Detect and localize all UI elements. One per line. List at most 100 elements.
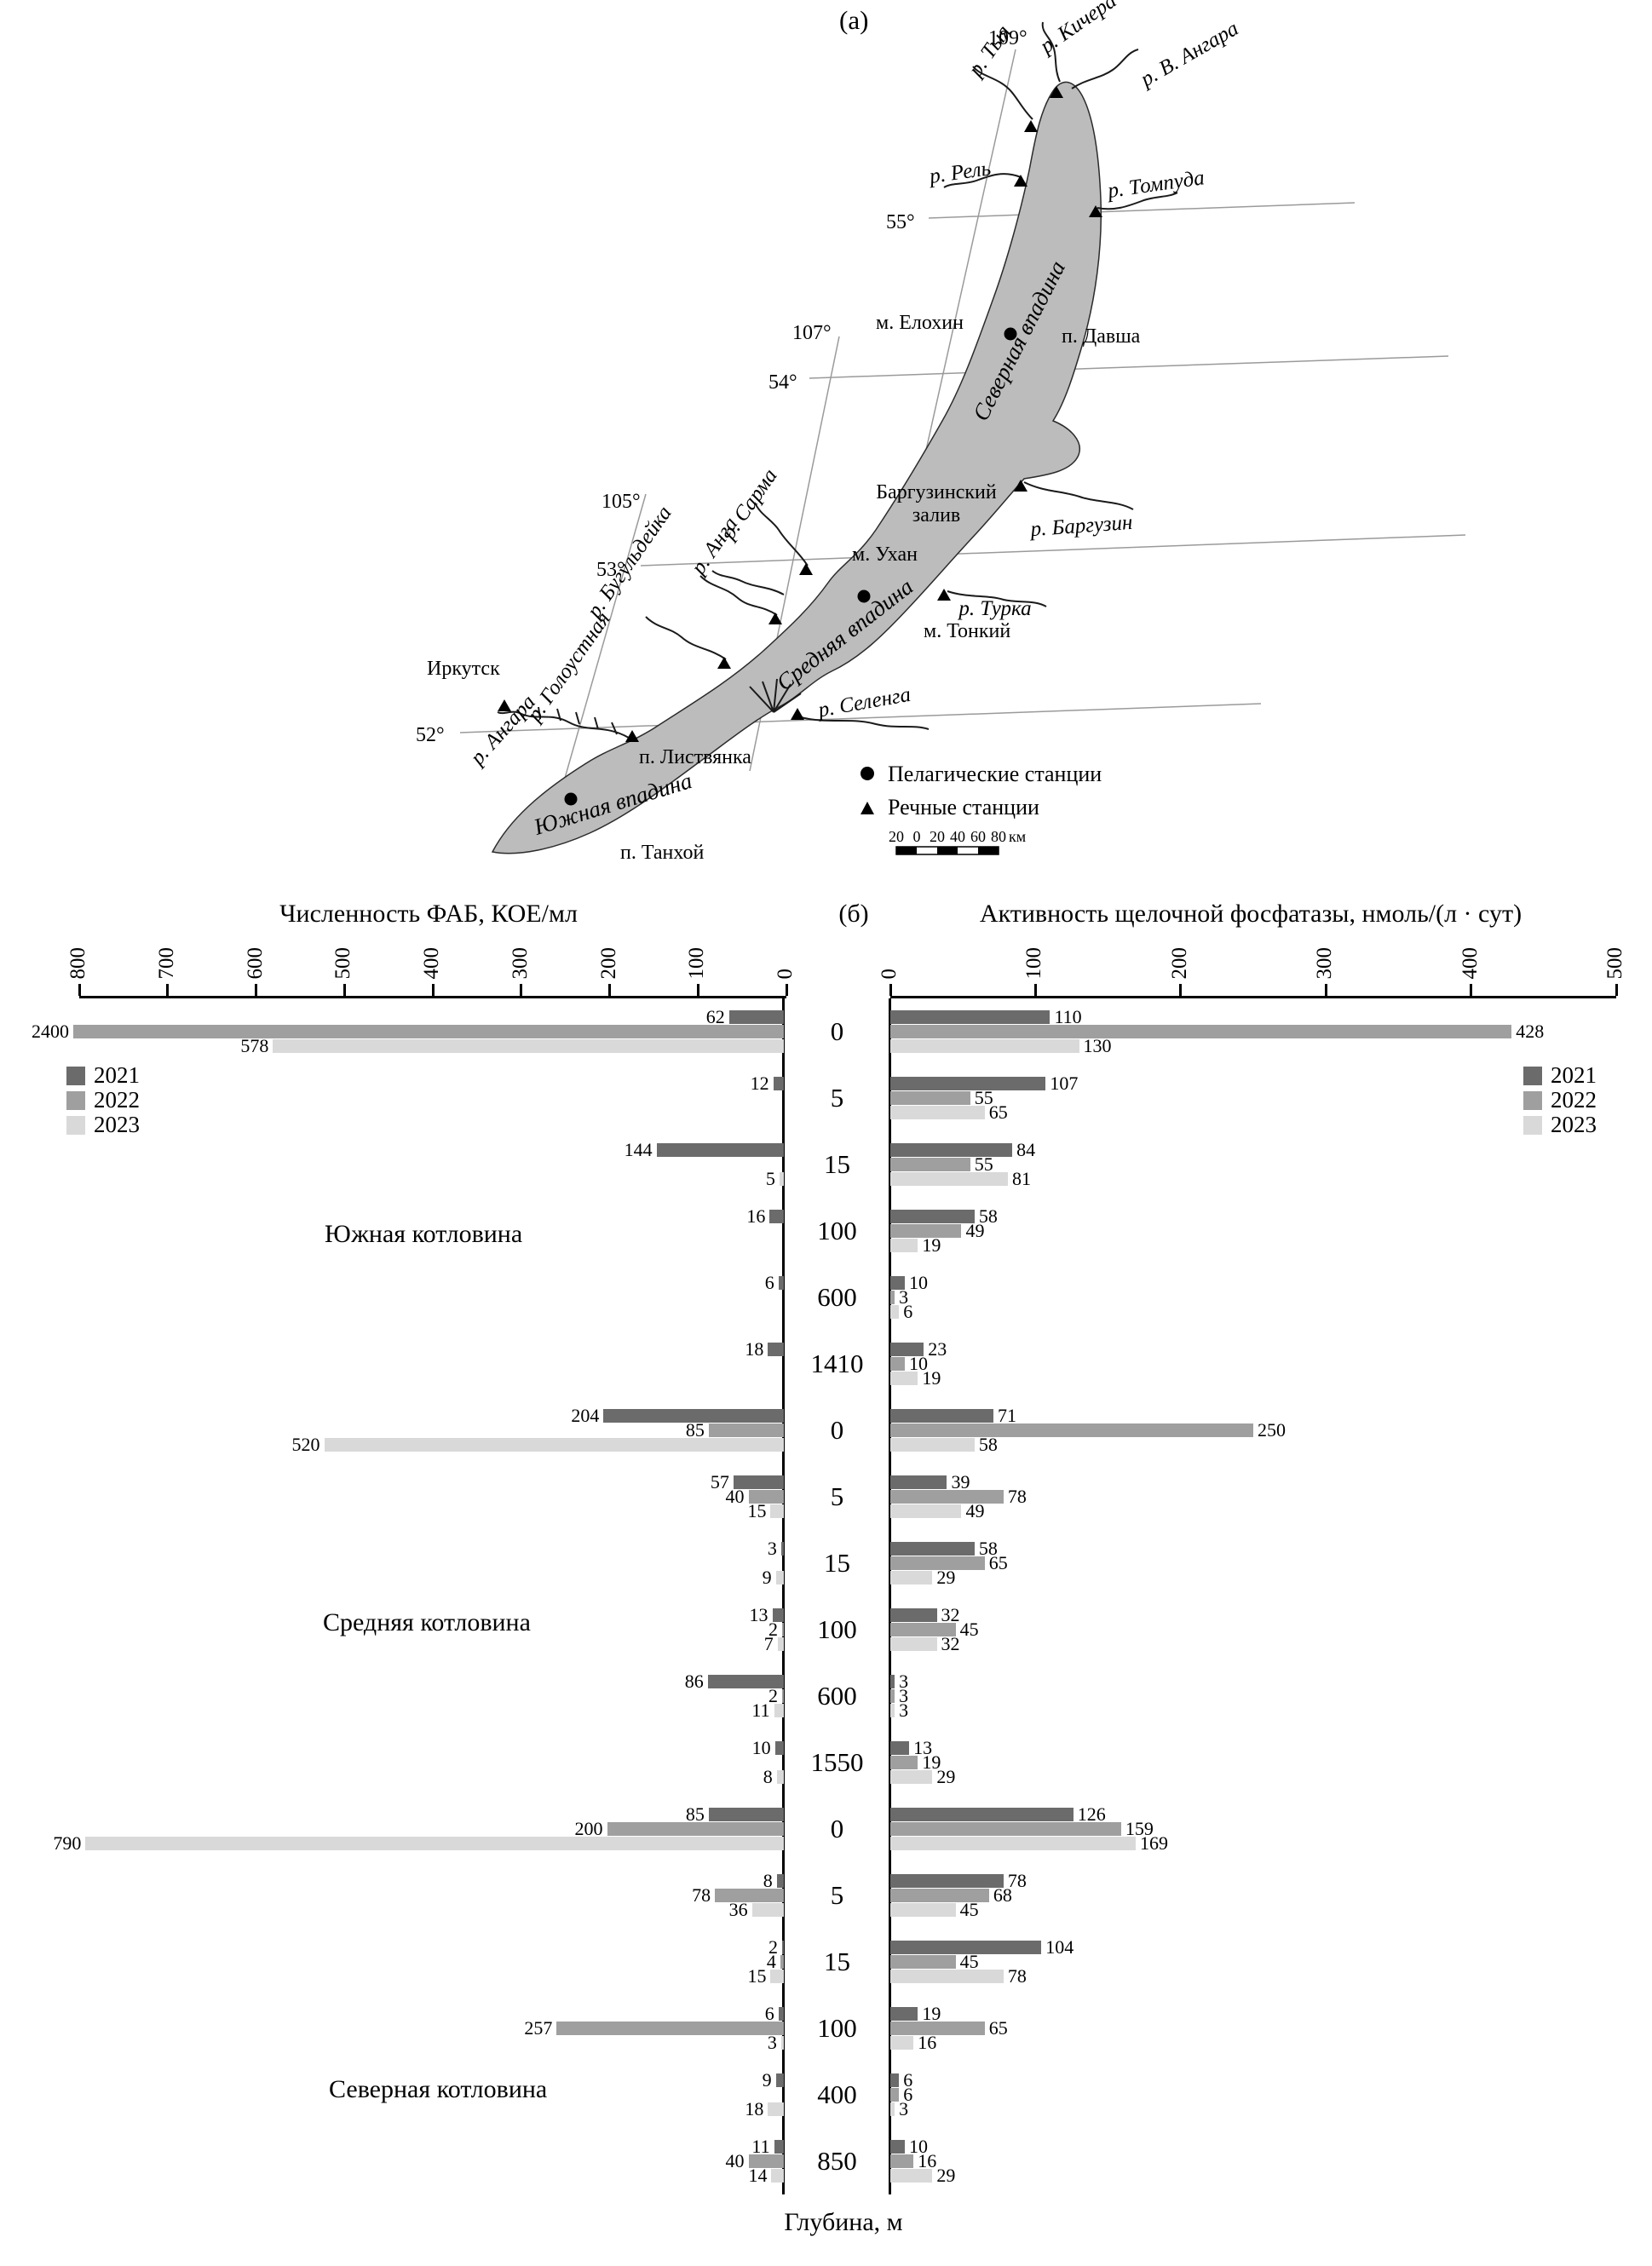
river-station-sarma-icon [799, 563, 813, 575]
barline-2022: 3 [890, 1286, 912, 1308]
bar-2021 [890, 1675, 895, 1688]
axis-tick [431, 984, 435, 996]
axis-tick [608, 984, 611, 996]
bar-value-label: 104 [1045, 1936, 1074, 1958]
right-bars-cell: 32 45 32 [890, 1596, 1652, 1663]
barline-2023: 11 [747, 1701, 784, 1720]
bar-2021 [707, 1675, 784, 1688]
place-barguzin-bay-label-2: залив [912, 504, 961, 526]
left-axis: 800 700 600 500 400 300 200 100 0 [66, 920, 797, 998]
barline-2023: 3 [890, 1701, 912, 1720]
river-station-barguzin-icon [1014, 480, 1027, 492]
place-irkutsk-label: Иркутск [427, 658, 500, 680]
axis-tick-label: 0 [878, 968, 901, 980]
bar-2021 [772, 1608, 784, 1622]
river-turka-label: р. Турка [957, 597, 1031, 620]
bar-value-label: 68 [993, 1884, 1012, 1906]
barline-2021: 57 [706, 1473, 784, 1492]
place-tonkiy-label: м. Тонкий [924, 620, 1010, 642]
barline-2022: 3 [890, 1685, 912, 1706]
bar-2022 [890, 1490, 1004, 1504]
section-label-north: Северная котловина [329, 2075, 548, 2103]
chart-row-south-15: 144 5 15 84 55 81 [0, 1131, 1652, 1198]
right-chart-title: Активность щелочной фосфатазы, нмоль/(л … [979, 900, 1522, 928]
right-bars-cell: 71 250 58 [890, 1397, 1652, 1464]
bar-2023 [770, 1970, 784, 1983]
depth-label: 5 [830, 1083, 844, 1113]
left-bars-cell: 9 18 [0, 2062, 784, 2128]
chart-panel: Численность ФАБ, КОЕ/мл (б) Активность щ… [0, 886, 1652, 2266]
bar-value-label: 10 [909, 1353, 929, 1374]
left-bars-cell: 62 2400 578 [0, 998, 784, 1065]
barline-2021: 13 [890, 1739, 936, 1757]
section-label-south: Южная котловина [325, 1220, 523, 1248]
legend-swatch-2022-icon [1523, 1090, 1542, 1110]
barline-2022: 10 [890, 1353, 932, 1374]
depth-label: 5 [830, 1481, 844, 1511]
legend-item-2022: 2022 [1523, 1087, 1597, 1113]
bar-2022 [890, 1822, 1121, 1836]
bar-value-label: 2 [768, 1936, 778, 1958]
bar-2023 [768, 2102, 784, 2116]
bar-value-label: 159 [1125, 1818, 1154, 1839]
barline-2023: 36 [725, 1901, 784, 1919]
chart-row-south-100: 16 100 58 49 19 [0, 1198, 1652, 1264]
bar-value-label: 86 [684, 1671, 704, 1692]
river-lines [497, 21, 1178, 739]
right-bars-cell: 84 55 81 [890, 1131, 1652, 1198]
bar-2021 [778, 1276, 784, 1290]
legend-year-label: 2023 [94, 1112, 140, 1137]
bar-2022 [890, 1889, 989, 1902]
barline-2021: 18 [740, 1340, 784, 1359]
bar-value-label: 19 [922, 2003, 941, 2024]
bar-value-label: 40 [725, 2150, 745, 2171]
barline-2022: 40 [722, 1487, 784, 1506]
depth-label: 0 [830, 1016, 844, 1046]
left-bars-cell: 57 40 15 [0, 1464, 784, 1530]
bar-value-label: 5 [765, 1168, 775, 1189]
legend-swatch-2023-icon [66, 1115, 85, 1135]
axis-tick-label: 300 [1313, 946, 1337, 980]
panel-b-label: (б) [838, 900, 869, 928]
bar-value-label: 3 [899, 1286, 909, 1308]
pelagic-station-middle-icon [857, 590, 871, 603]
barline-2021: 13 [745, 1606, 784, 1625]
right-bars-cell: 19 65 16 [890, 1995, 1652, 2062]
bar-value-label: 19 [922, 1367, 941, 1389]
bar-value-label: 790 [53, 1832, 82, 1854]
axis-tick-label: 300 [508, 946, 532, 980]
barline-2023: 49 [890, 1502, 988, 1521]
axis-tick [1615, 984, 1618, 996]
section-label-middle: Средняя котловина [323, 1608, 531, 1636]
bar-2022 [890, 1756, 918, 1769]
barline-2022: 250 [890, 1421, 1290, 1440]
barline-2021: 104 [890, 1936, 1078, 1958]
barline-2023: 29 [890, 2166, 959, 2185]
bar-2022 [748, 1490, 784, 1504]
bar-value-label: 19 [922, 1234, 941, 1256]
barline-2022: 40 [722, 2150, 784, 2171]
axis-tick-label: 400 [420, 946, 443, 980]
chart-rows: 62 2400 578 0 110 428 130 12 5 107 55 65 144 5 15 84 55 8… [0, 998, 1652, 2194]
barline-2023: 169 [890, 1834, 1172, 1853]
bar-value-label: 9 [762, 1567, 772, 1588]
axis-tick-label: 700 [154, 946, 178, 980]
bar-value-label: 29 [936, 1766, 956, 1787]
bar-2022 [890, 1955, 956, 1969]
bar-2021 [781, 1941, 784, 1954]
bar-2021 [603, 1409, 784, 1423]
bar-value-label: 3 [899, 1685, 909, 1706]
barline-2022: 45 [890, 1620, 983, 1639]
pelagic-station-north-icon [1004, 327, 1017, 341]
bar-value-label: 7 [763, 1633, 774, 1654]
barline-2022: 55 [890, 1089, 998, 1107]
bar-2023 [751, 1903, 784, 1917]
barline-2023: 5 [762, 1168, 784, 1189]
barline-2023: 65 [890, 1103, 1012, 1122]
bar-value-label: 10 [909, 2136, 929, 2157]
depth-label: 0 [830, 1415, 844, 1445]
legend-item-2023: 2023 [66, 1112, 140, 1137]
bar-2021 [890, 1409, 993, 1423]
barline-2022: 2 [764, 1687, 784, 1705]
